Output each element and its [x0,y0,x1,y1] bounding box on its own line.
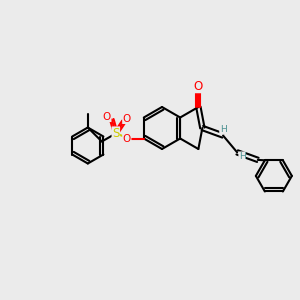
Text: H: H [220,125,226,134]
Text: O: O [194,80,203,93]
Text: S: S [112,127,119,140]
Text: O: O [123,113,131,124]
Text: O: O [103,112,111,122]
Text: O: O [123,134,131,143]
Text: H: H [239,152,246,161]
